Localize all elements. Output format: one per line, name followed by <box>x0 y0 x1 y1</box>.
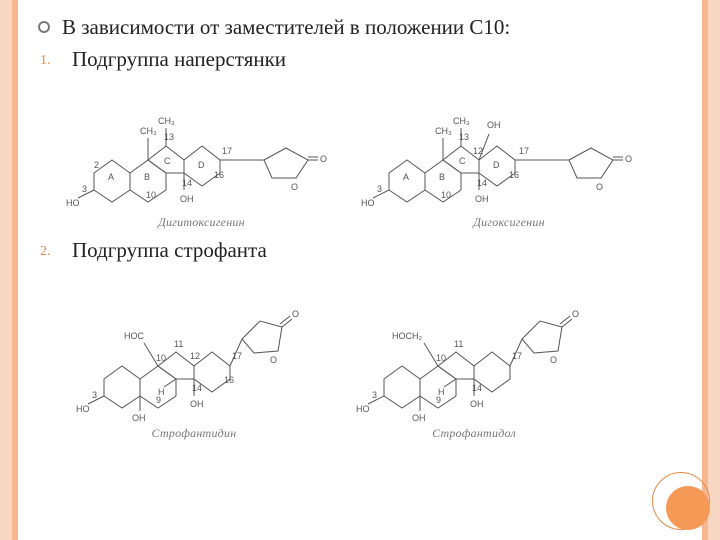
group-1-figures: A B C D 2 3 10 13 14 16 17 CH₃ CH₃ HO OH… <box>64 78 682 230</box>
svg-text:2: 2 <box>94 160 99 170</box>
structure-digoxigenin: A B C D 3 10 12 13 14 16 17 CH₃ OH CH₃ H… <box>359 78 659 213</box>
left-rail <box>0 0 18 540</box>
svg-text:OH: OH <box>470 399 484 409</box>
structure-strophanthidol: 3 9 10 11 14 17 HOCH₂ HO OH H OH O O <box>344 269 604 424</box>
right-rail <box>702 0 720 540</box>
figure-caption: Дигоксигенин <box>473 215 545 230</box>
figure-caption: Дигитоксигенин <box>158 215 245 230</box>
svg-text:3: 3 <box>377 184 382 194</box>
svg-text:O: O <box>320 154 327 164</box>
group-2-figures: 3 9 10 11 12 14 16 17 HOC HO OH H OH O O <box>64 269 682 441</box>
group-2-title-row: 2. Подгруппа строфанта <box>40 238 682 263</box>
figure-caption: Строфантидол <box>432 426 516 441</box>
accent-ornament <box>652 472 710 530</box>
svg-text:HO: HO <box>66 198 80 208</box>
svg-text:C: C <box>164 156 171 166</box>
svg-text:OH: OH <box>180 194 194 204</box>
heading-row: В зависимости от заместителей в положени… <box>38 14 682 41</box>
svg-text:16: 16 <box>214 170 224 180</box>
svg-text:OH: OH <box>190 399 204 409</box>
svg-text:17: 17 <box>519 146 529 156</box>
svg-text:17: 17 <box>222 146 232 156</box>
svg-text:H: H <box>438 387 445 397</box>
svg-text:OH: OH <box>475 194 489 204</box>
svg-text:O: O <box>625 154 632 164</box>
svg-text:OH: OH <box>412 413 426 423</box>
group-title: Подгруппа наперстянки <box>72 47 286 72</box>
svg-text:O: O <box>550 355 557 365</box>
svg-text:CH₃: CH₃ <box>435 126 452 136</box>
svg-text:B: B <box>439 172 445 182</box>
figure-strophanthidin: 3 9 10 11 12 14 16 17 HOC HO OH H OH O O <box>64 269 324 441</box>
svg-text:10: 10 <box>436 353 446 363</box>
svg-text:10: 10 <box>156 353 166 363</box>
svg-text:B: B <box>144 172 150 182</box>
svg-text:A: A <box>108 172 114 182</box>
list-marker: 1. <box>40 53 58 72</box>
svg-text:O: O <box>270 355 277 365</box>
svg-text:10: 10 <box>146 190 156 200</box>
svg-text:14: 14 <box>192 383 202 393</box>
figure-digoxigenin: A B C D 3 10 12 13 14 16 17 CH₃ OH CH₃ H… <box>359 78 659 230</box>
structure-strophanthidin: 3 9 10 11 12 14 16 17 HOC HO OH H OH O O <box>64 269 324 424</box>
svg-text:3: 3 <box>92 390 97 400</box>
svg-text:OH: OH <box>487 120 501 130</box>
svg-text:13: 13 <box>459 132 469 142</box>
svg-text:14: 14 <box>477 178 487 188</box>
list-marker: 2. <box>40 244 58 263</box>
svg-text:16: 16 <box>224 375 234 385</box>
svg-text:HOC: HOC <box>124 331 145 341</box>
bullet-icon <box>38 21 50 33</box>
svg-text:HO: HO <box>361 198 375 208</box>
svg-text:14: 14 <box>472 383 482 393</box>
svg-text:H: H <box>158 387 165 397</box>
svg-text:CH₃: CH₃ <box>453 116 470 126</box>
figure-caption: Строфантидин <box>152 426 237 441</box>
svg-text:C: C <box>459 156 466 166</box>
svg-text:O: O <box>291 182 298 192</box>
svg-text:D: D <box>198 160 205 170</box>
svg-text:O: O <box>596 182 603 192</box>
svg-text:HO: HO <box>76 404 90 414</box>
heading-text: В зависимости от заместителей в положени… <box>62 14 510 41</box>
svg-text:13: 13 <box>164 132 174 142</box>
figure-digitoxigenin: A B C D 2 3 10 13 14 16 17 CH₃ CH₃ HO OH… <box>64 78 339 230</box>
svg-text:O: O <box>572 309 579 319</box>
svg-text:16: 16 <box>509 170 519 180</box>
svg-text:12: 12 <box>190 351 200 361</box>
svg-text:17: 17 <box>512 351 522 361</box>
group-1-title-row: 1. Подгруппа наперстянки <box>40 47 682 72</box>
svg-text:HO: HO <box>356 404 370 414</box>
svg-text:3: 3 <box>372 390 377 400</box>
svg-text:11: 11 <box>174 339 183 349</box>
group-title: Подгруппа строфанта <box>72 238 267 263</box>
svg-text:CH₃: CH₃ <box>158 116 175 126</box>
svg-text:D: D <box>493 160 500 170</box>
structure-digitoxigenin: A B C D 2 3 10 13 14 16 17 CH₃ CH₃ HO OH… <box>64 78 339 213</box>
svg-text:11: 11 <box>454 339 463 349</box>
svg-text:CH₃: CH₃ <box>140 126 157 136</box>
figure-strophanthidol: 3 9 10 11 14 17 HOCH₂ HO OH H OH O O Стр… <box>344 269 604 441</box>
svg-text:14: 14 <box>182 178 192 188</box>
svg-text:OH: OH <box>132 413 146 423</box>
svg-text:3: 3 <box>82 184 87 194</box>
svg-text:12: 12 <box>473 146 483 156</box>
svg-text:O: O <box>292 309 299 319</box>
svg-text:A: A <box>403 172 409 182</box>
slide-content: В зависимости от заместителей в положени… <box>38 14 682 441</box>
svg-text:17: 17 <box>232 351 242 361</box>
svg-text:10: 10 <box>441 190 451 200</box>
svg-text:HOCH₂: HOCH₂ <box>392 331 422 341</box>
